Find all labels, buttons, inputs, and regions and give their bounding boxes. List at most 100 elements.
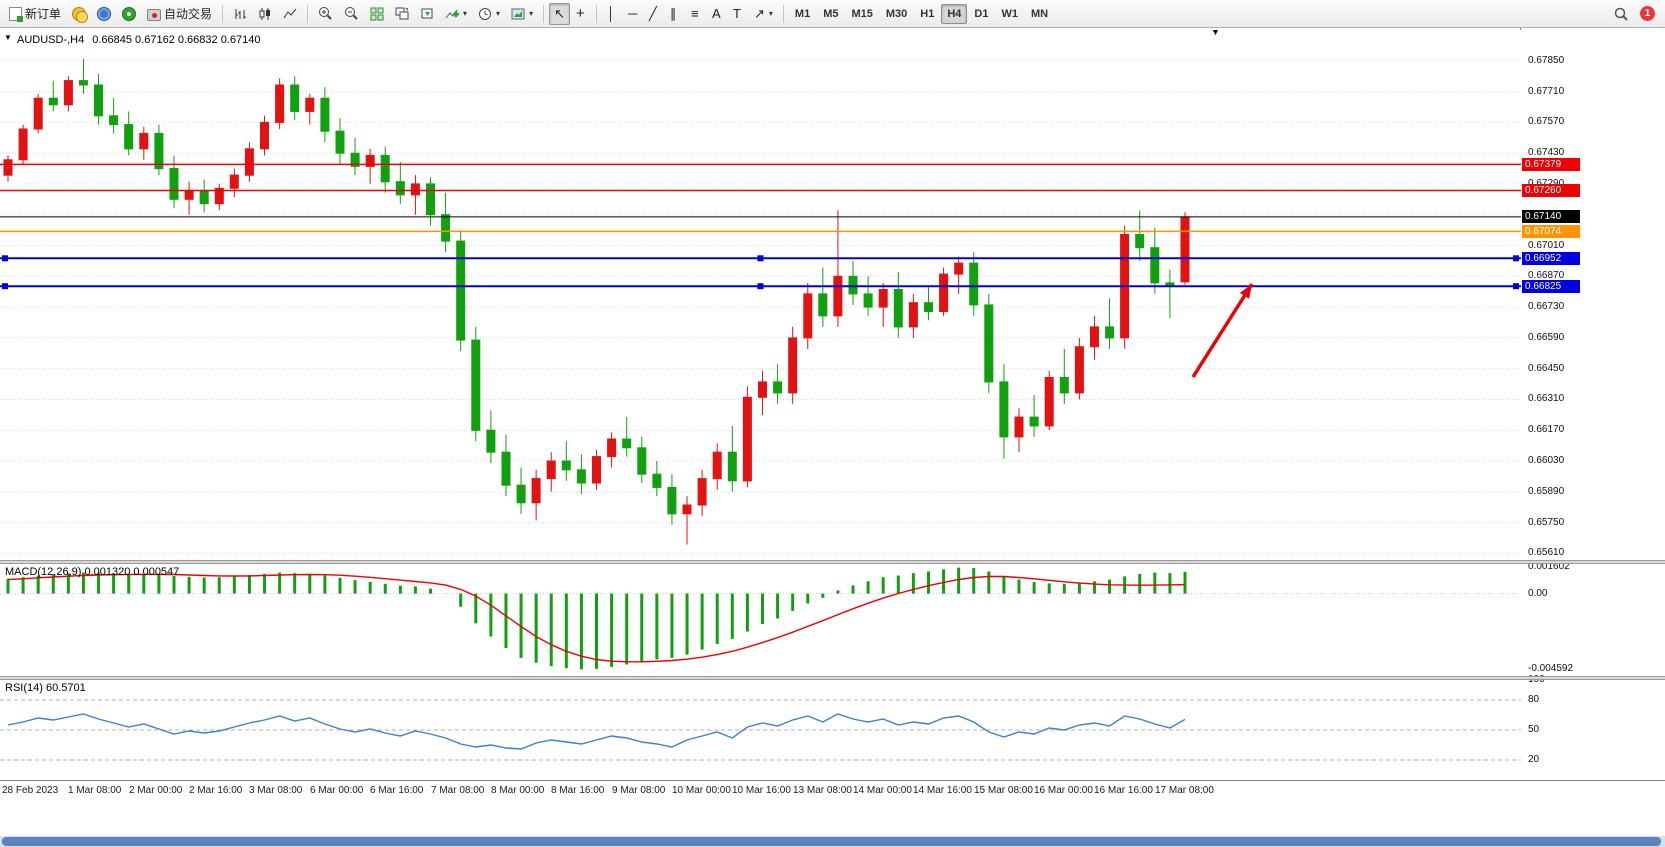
text-tool-button[interactable]: A xyxy=(707,3,727,25)
price-tag: 0.67260 xyxy=(1522,184,1580,197)
vertical-line-tool-button[interactable]: │ xyxy=(602,3,622,25)
scrollbar-thumb[interactable] xyxy=(2,837,1661,846)
price-axis-label: 0.66450 xyxy=(1528,363,1565,374)
time-axis-label: 2 Mar 00:00 xyxy=(129,785,183,796)
price-axis-label: 0.66310 xyxy=(1528,393,1565,404)
horizontal-line-icon: ─ xyxy=(627,6,638,21)
time-axis-label: 3 Mar 08:00 xyxy=(249,785,303,796)
rsi-axis-label: 80 xyxy=(1528,694,1540,705)
pane-splitter-rsi[interactable] xyxy=(0,676,1665,680)
horizontal-line-tool-button[interactable]: ─ xyxy=(623,3,643,25)
cascade-windows-button[interactable] xyxy=(390,3,414,25)
timeframe-h4[interactable]: H4 xyxy=(941,3,968,24)
timeframe-m30[interactable]: M30 xyxy=(880,4,913,24)
restore-windows-button[interactable] xyxy=(415,3,439,25)
cursor-tool-button[interactable]: ↖ xyxy=(549,2,570,25)
timeframe-h1[interactable]: H1 xyxy=(914,4,940,24)
bar-chart-icon xyxy=(235,8,247,19)
candlestick-chart[interactable] xyxy=(0,30,1521,560)
time-axis-label: 15 Mar 08:00 xyxy=(974,785,1033,796)
price-tag: 0.67074 xyxy=(1522,225,1580,238)
signal-icon xyxy=(122,7,137,21)
arrows-tool-button[interactable]: ↗ ▾ xyxy=(749,3,778,25)
channel-tool-button[interactable]: ∥ xyxy=(665,3,685,25)
symbol-period-label: AUDUSD-,H4 xyxy=(17,34,85,46)
signals-button[interactable] xyxy=(117,3,141,25)
time-axis-label: 10 Mar 00:00 xyxy=(672,785,731,796)
time-axis-label: 14 Mar 16:00 xyxy=(913,785,972,796)
time-axis-label: 2 Mar 16:00 xyxy=(189,785,243,796)
new-order-button[interactable]: 新订单 xyxy=(4,3,66,25)
autotrading-label: 自动交易 xyxy=(164,7,213,21)
chart-shift-marker[interactable]: ▼ xyxy=(1211,30,1220,37)
rsi-axis-label: 50 xyxy=(1528,724,1540,735)
time-axis-label: 9 Mar 08:00 xyxy=(612,785,666,796)
time-axis-label: 16 Mar 00:00 xyxy=(1034,785,1093,796)
crosshair-tool-button[interactable]: + xyxy=(571,3,591,25)
pane-splitter-macd[interactable] xyxy=(0,560,1665,564)
notification-badge[interactable]: 1 xyxy=(1640,6,1655,21)
trend-arrow-annotation[interactable] xyxy=(1191,283,1254,378)
zoom-in-button[interactable] xyxy=(313,3,338,25)
zoom-out-button[interactable] xyxy=(339,3,364,25)
macd-axis-label: -0.004592 xyxy=(1528,663,1574,674)
autotrading-button[interactable]: 自动交易 xyxy=(142,3,217,25)
bar-chart-mode-button[interactable] xyxy=(228,3,252,25)
rsi-line xyxy=(7,713,1186,750)
line-chart-mode-button[interactable] xyxy=(278,3,302,25)
time-axis-label: 1 Mar 08:00 xyxy=(68,785,122,796)
timeframe-m1[interactable]: M1 xyxy=(789,4,816,24)
rsi-chart[interactable] xyxy=(0,680,1521,780)
arrows-tool-icon: ↗ xyxy=(753,6,765,21)
timeframe-m5[interactable]: M5 xyxy=(817,4,844,24)
toolbar-separator xyxy=(543,4,545,23)
indicators-button[interactable]: ▾ xyxy=(440,3,472,25)
autotrading-icon xyxy=(147,8,162,21)
search-button[interactable] xyxy=(1608,3,1634,25)
price-axis-label: 0.67850 xyxy=(1528,55,1565,66)
price-axis-label: 0.65890 xyxy=(1528,486,1565,497)
label-tool-button[interactable]: T xyxy=(728,3,748,25)
periods-button[interactable]: ▾ xyxy=(473,3,505,25)
tile-windows-button[interactable] xyxy=(365,3,389,25)
price-tag: 0.67140 xyxy=(1522,210,1580,223)
templates-button[interactable]: ▾ xyxy=(506,3,538,25)
time-axis-label: 28 Feb 2023 xyxy=(2,785,59,796)
price-tag: 0.66952 xyxy=(1522,252,1580,265)
time-axis-label: 6 Mar 16:00 xyxy=(370,785,424,796)
community-button[interactable] xyxy=(92,3,116,25)
price-axis-label: 0.66870 xyxy=(1528,270,1565,281)
rsi-pane[interactable]: RSI(14) 60.5701 xyxy=(0,680,1521,780)
timeframe-w1[interactable]: W1 xyxy=(995,4,1024,24)
one-click-trading-toggle[interactable]: ▼ xyxy=(4,33,12,42)
horizontal-level-lines[interactable] xyxy=(0,163,1521,290)
toolbar-right-group: 1 xyxy=(1608,3,1661,25)
price-axis-label: 0.66030 xyxy=(1528,455,1565,466)
tile-windows-icon xyxy=(370,7,384,20)
time-axis-label: 13 Mar 08:00 xyxy=(793,785,852,796)
macd-pane[interactable]: MACD(12,26,9) 0.001320 0.000547 xyxy=(0,564,1521,676)
chevron-down-icon: ▾ xyxy=(768,9,773,18)
time-axis-label: 14 Mar 00:00 xyxy=(853,785,912,796)
horizontal-scrollbar[interactable] xyxy=(0,836,1665,847)
candlestick-mode-button[interactable] xyxy=(253,3,277,25)
price-axis[interactable]: 0.67850 0.67710 0.67570 0.67430 0.67290 0.671… xyxy=(1521,28,1665,780)
timeframe-d1[interactable]: D1 xyxy=(968,4,994,24)
deposit-button[interactable] xyxy=(67,3,91,25)
time-axis[interactable]: 28 Feb 2023 1 Mar 08:00 2 Mar 00:00 2 Mar 1… xyxy=(0,780,1665,800)
timeframe-mn[interactable]: MN xyxy=(1025,4,1054,24)
time-axis-label: 8 Mar 16:00 xyxy=(551,785,605,796)
price-axis-label: 0.67710 xyxy=(1528,86,1565,97)
macd-header: MACD(12,26,9) 0.001320 0.000547 xyxy=(5,566,180,578)
rsi-header: RSI(14) 60.5701 xyxy=(5,682,86,694)
time-axis-label: 7 Mar 08:00 xyxy=(431,785,485,796)
fibonacci-tool-button[interactable]: ≡ xyxy=(686,3,706,25)
chart-workspace: ▼ AUDUSD-,H4 0.66845 0.67162 0.66832 0.67… xyxy=(0,28,1665,800)
timeframe-m15[interactable]: M15 xyxy=(845,4,878,24)
cascade-windows-icon xyxy=(395,7,409,19)
time-axis-label: 17 Mar 08:00 xyxy=(1155,785,1214,796)
price-pane[interactable]: ▼ AUDUSD-,H4 0.66845 0.67162 0.66832 0.67… xyxy=(0,30,1521,560)
macd-chart[interactable] xyxy=(0,564,1521,676)
new-order-icon xyxy=(9,6,23,22)
trendline-tool-button[interactable]: ╱ xyxy=(644,3,664,25)
